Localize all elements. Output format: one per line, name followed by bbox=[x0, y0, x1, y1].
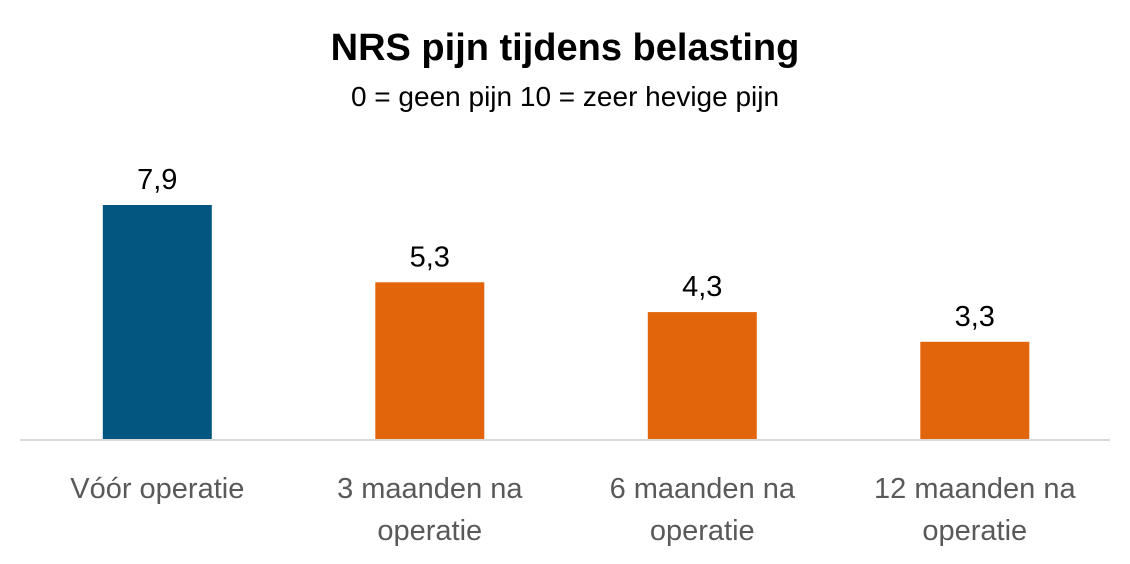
category-label-2-line-1: 3 maanden na bbox=[337, 473, 523, 505]
bar-4 bbox=[920, 341, 1030, 440]
category-label-4-line-2: operatie bbox=[922, 515, 1027, 547]
bar-1 bbox=[102, 205, 212, 440]
data-label-1: 7,9 bbox=[137, 164, 177, 196]
category-label-3-line-2: operatie bbox=[650, 515, 755, 547]
bar-2 bbox=[375, 282, 485, 440]
data-label-4: 3,3 bbox=[955, 301, 995, 333]
bars-group: 7,9 Vóór operatie 5,3 3 maanden na operatie 4… bbox=[70, 164, 1076, 547]
bar-3 bbox=[647, 312, 757, 440]
category-label-1-line-1: Vóór operatie bbox=[70, 473, 244, 505]
chart-title: NRS pijn tijdens belasting bbox=[331, 27, 800, 69]
chart-subtitle: 0 = geen pijn 10 = zeer hevige pijn bbox=[351, 81, 779, 112]
data-label-2: 5,3 bbox=[410, 241, 450, 273]
category-label-4-line-1: 12 maanden na bbox=[874, 473, 1076, 505]
category-label-3-line-1: 6 maanden na bbox=[610, 473, 796, 505]
category-label-2-line-2: operatie bbox=[377, 515, 482, 547]
data-label-3: 4,3 bbox=[682, 271, 722, 303]
